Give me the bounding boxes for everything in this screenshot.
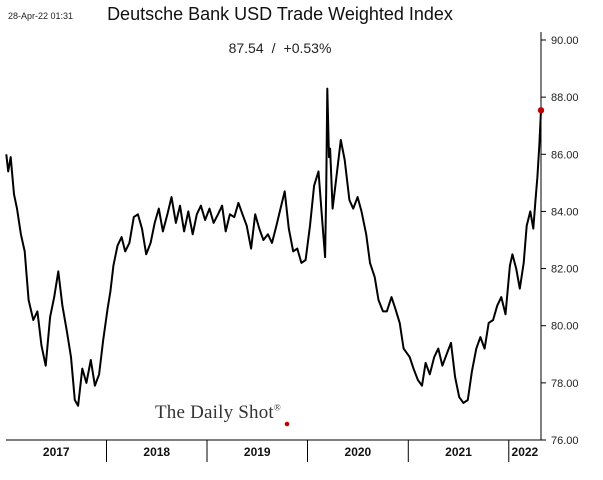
x-axis: 2017 2018 2019 2020 2021 2022 xyxy=(43,440,539,462)
x-tick-label: 2022 xyxy=(512,445,539,459)
series-layer xyxy=(5,87,545,427)
y-tick-label: 82.00 xyxy=(551,264,579,276)
y-tick-label: 78.00 xyxy=(551,378,579,390)
logo-dot xyxy=(284,421,290,427)
x-tick-label: 2020 xyxy=(345,445,372,459)
last-value: 87.54 xyxy=(228,40,264,56)
plot-border xyxy=(6,32,542,441)
last-point-marker xyxy=(537,107,545,114)
y-tick-label: 88.00 xyxy=(551,92,579,104)
y-tick-label: 86.00 xyxy=(551,149,579,161)
y-tick-label: 76.00 xyxy=(551,435,579,447)
last-value-readout: 87.54/+0.53% xyxy=(228,40,332,56)
y-tick-label: 84.00 xyxy=(551,206,579,218)
x-tick-label: 2019 xyxy=(244,445,271,459)
timestamp: 28-Apr-22 01:31 xyxy=(8,11,74,21)
y-tick-label: 90.00 xyxy=(551,35,579,47)
x-tick-label: 2017 xyxy=(43,445,70,459)
last-change: +0.53% xyxy=(283,40,332,56)
x-tick-label: 2018 xyxy=(143,445,170,459)
chart-title: Deutsche Bank USD Trade Weighted Index xyxy=(107,4,453,24)
series-line xyxy=(5,87,542,407)
y-tick-label: 80.00 xyxy=(551,321,579,333)
the-daily-shot-logo: The Daily Shot® xyxy=(155,402,281,423)
y-axis: 76.00 78.00 80.00 82.00 84.00 86.00 88.00 90.00 xyxy=(541,35,579,447)
x-tick-label: 2021 xyxy=(445,445,472,459)
